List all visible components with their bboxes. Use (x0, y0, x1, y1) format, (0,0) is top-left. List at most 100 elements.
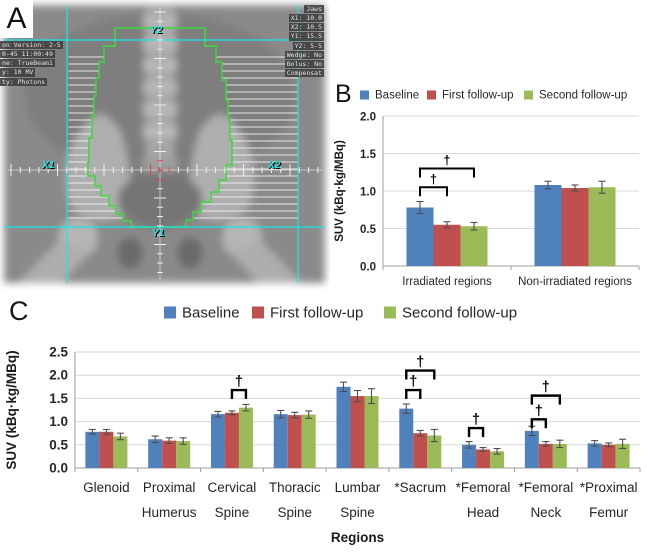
bar (460, 226, 488, 266)
y-axis-title: SUV (kBq·kg/MBq) (334, 140, 346, 242)
bar (162, 440, 177, 468)
category-label: Irradiated regions (402, 276, 492, 288)
bar (538, 443, 553, 468)
bar (601, 444, 616, 468)
bar (399, 408, 414, 468)
bar (99, 431, 114, 468)
machine-info-line: ne: TrueBeam1 (0, 59, 55, 68)
significance-symbol: † (444, 154, 451, 168)
y-tick-label: 1.0 (360, 187, 376, 199)
machine-info-block: on Version: 2-5 0-45 11:00:49 ne: TrueBe… (0, 41, 63, 87)
x-axis-title: Regions (331, 530, 384, 545)
legend-swatch (360, 90, 369, 100)
legend-label: Baseline (375, 90, 419, 102)
bar (561, 188, 589, 266)
bar (224, 412, 239, 468)
bar (238, 407, 253, 468)
y-tick-label: 1.5 (49, 391, 68, 406)
jaw-info-line: Compensat (284, 68, 324, 77)
category-label: *Proximal (580, 480, 638, 495)
bar (587, 443, 602, 468)
bar (210, 414, 225, 468)
category-label: Non-irradiated regions (518, 276, 632, 288)
jaw-info-line: X1: 10.0 (288, 14, 324, 23)
significance-bracket (467, 426, 485, 438)
bar (490, 451, 505, 468)
y-axis-title: SUV (kBq·kg/MBq) (4, 350, 19, 469)
panel-label-c: C (9, 296, 29, 326)
category-label: Spine (340, 505, 375, 520)
panel-b-chart: B 0.0 0.5 1.0 1.5 2.0 † † Baseline First follow-… (330, 73, 647, 298)
bar (476, 449, 491, 468)
y-tick-label: 0.5 (360, 224, 377, 236)
crosshair-rulers (8, 8, 322, 281)
jaw-info-line: Jaws (304, 5, 324, 14)
category-label: Spine (277, 505, 312, 520)
y-tick-label: 1.5 (360, 149, 377, 161)
bar (85, 431, 100, 468)
significance-symbol: † (409, 374, 417, 390)
category-label: *Sacrum (394, 480, 446, 495)
significance-bracket (419, 167, 475, 178)
bar (433, 224, 461, 266)
bar (148, 439, 163, 468)
category-label: Head (467, 505, 499, 520)
suv-chart-irradiated-vs-nonirradiated: 0.0 0.5 1.0 1.5 2.0 † † Baseline First follow-up… (334, 90, 640, 288)
legend-label: Baseline (182, 305, 240, 322)
panel-label-a-box: A (0, 0, 33, 38)
category-label: Glenoid (83, 480, 130, 495)
y-tick-label: 0.0 (49, 461, 68, 476)
category-label: Spine (215, 505, 250, 520)
category-label: Femur (589, 505, 629, 520)
bar (301, 414, 316, 468)
machine-info-line: on Version: 2-5 (0, 41, 63, 50)
bar (406, 207, 434, 266)
field-axis-label-y2: Y2 (150, 25, 163, 36)
legend-swatch (384, 306, 396, 319)
field-axis-label-x1: X1 (42, 160, 55, 171)
radiograph-image (4, 5, 325, 283)
suv-chart-regions: 0.0 0.5 1.0 1.5 2.0 2.5 † † † † † † Baseline First fo… (4, 305, 641, 545)
y-tick-label: 0.5 (49, 437, 68, 452)
significance-symbol: † (416, 355, 424, 371)
bar (413, 433, 428, 468)
category-label: Proximal (143, 480, 196, 495)
aperture-outline (87, 27, 233, 228)
bar (588, 187, 616, 266)
legend-label: Second follow-up (402, 305, 517, 322)
bar (427, 435, 442, 468)
category-label: Neck (530, 505, 561, 520)
machine-info-line: y: 10 MV (0, 68, 36, 77)
bar (273, 414, 288, 468)
significance-bracket (530, 394, 562, 405)
significance-symbol: † (430, 172, 437, 186)
y-tick-label: 2.5 (49, 345, 68, 360)
bar (350, 396, 365, 468)
legend-swatch (427, 90, 436, 100)
blocked-field-hatching (68, 56, 298, 219)
machine-info-line: ty: Photons (0, 77, 48, 86)
field-axis-label-x2: X2 (268, 160, 281, 171)
category-label: Lumbar (335, 480, 381, 495)
panel-label-a: A (6, 2, 27, 35)
legend-swatch (524, 90, 533, 100)
bar (287, 415, 302, 468)
category-label: *Femoral (518, 480, 573, 495)
legend-label: First follow-up (442, 90, 514, 102)
jaw-info-line: Y1: 15.5 (288, 32, 324, 41)
significance-symbol: † (235, 374, 243, 390)
field-jaw-lines (4, 5, 325, 283)
significance-symbol: † (472, 412, 480, 428)
bar (113, 436, 128, 468)
significance-symbol: † (542, 380, 550, 396)
bar (524, 430, 539, 468)
y-tick-label: 1.0 (49, 414, 68, 429)
significance-symbol: † (535, 403, 543, 419)
significance-bracket (230, 388, 248, 400)
jaw-info-line: Wedge: No (284, 50, 324, 59)
legend-swatch (164, 306, 176, 319)
mlc-aperture-contour (87, 27, 233, 228)
y-tick-label: 2.0 (360, 112, 376, 124)
significance-bracket (419, 186, 448, 197)
